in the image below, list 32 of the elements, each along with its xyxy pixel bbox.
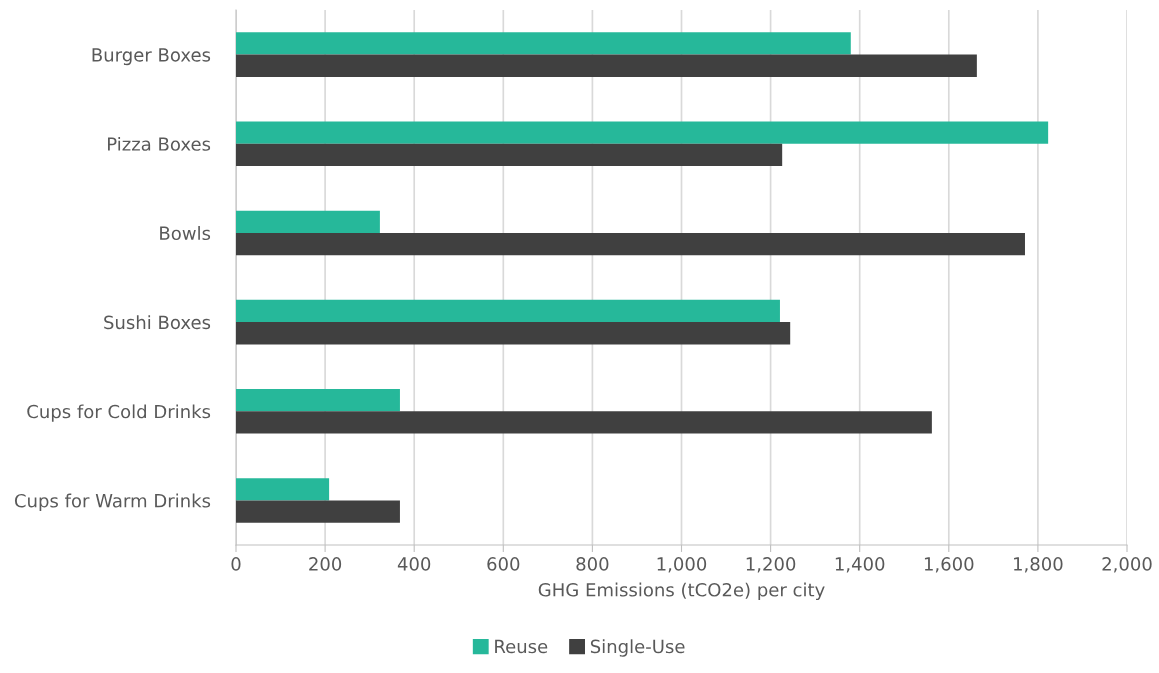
bar [236, 500, 400, 523]
x-tick-label: 2,000 [1102, 557, 1152, 573]
x-tick-label: 1,600 [924, 557, 974, 573]
x-tick-label: 1,800 [1014, 557, 1063, 573]
x-axis-title: GHG Emissions (tCO2e) per city [538, 582, 825, 601]
x-tick-label: 1,000 [657, 557, 707, 573]
y-tick-label: Bowls [160, 226, 211, 241]
bar [236, 232, 1025, 256]
x-tick-label: 1,200 [746, 557, 796, 573]
legend-label: Single-Use [590, 639, 685, 657]
bar [236, 478, 330, 501]
y-tick-label: Sushi Boxes [104, 315, 211, 330]
y-tick-label: Burger Boxes [92, 48, 211, 66]
x-tick-label: 200 [309, 557, 342, 571]
bar [236, 210, 380, 233]
y-tick-label: Cups for Cold Drinks [27, 404, 211, 422]
bar [236, 388, 400, 412]
bar [236, 54, 977, 77]
bar [236, 32, 851, 55]
legend-label: Reuse [495, 639, 548, 654]
x-tick-label: 1,400 [835, 557, 885, 573]
bar [236, 299, 780, 323]
x-tick-label: 600 [487, 557, 520, 571]
bar [236, 143, 783, 167]
x-tick-label: 800 [576, 557, 609, 571]
y-tick-label: Cups for Warm Drinks [14, 493, 211, 512]
bar [236, 411, 932, 434]
y-tick-label: Pizza Boxes [108, 136, 211, 151]
bar [236, 121, 1049, 144]
x-tick-label: 0 [231, 557, 241, 571]
x-tick-label: 400 [397, 557, 431, 571]
bar [236, 322, 791, 345]
